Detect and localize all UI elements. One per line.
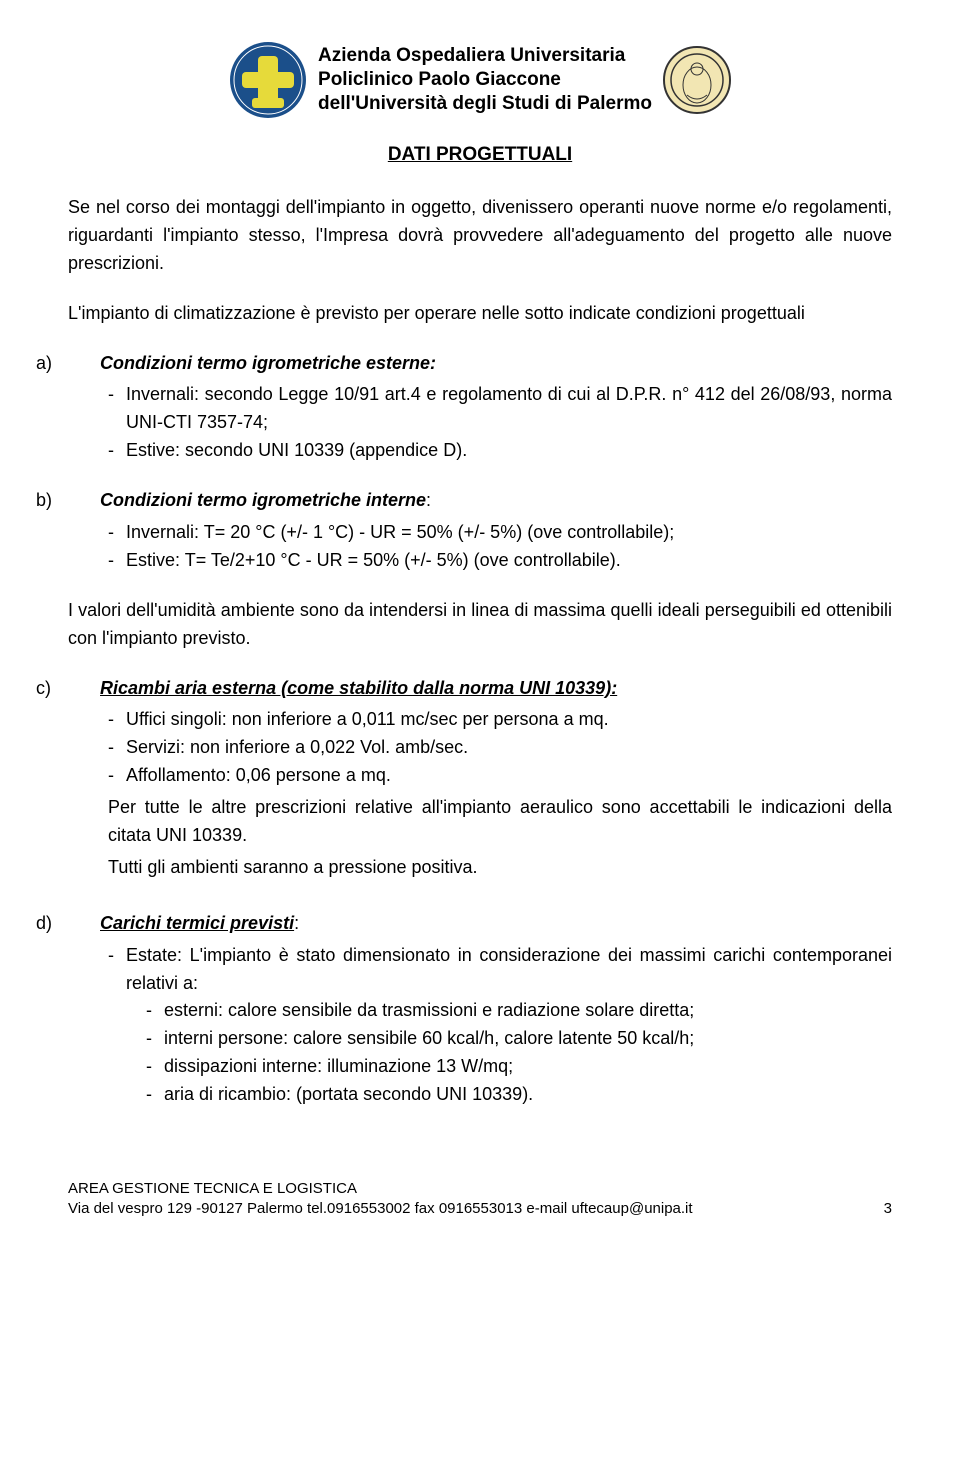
section-b: b)Condizioni termo igrometriche interne:… [68,487,892,575]
section-b-title: Condizioni termo igrometriche interne [100,490,426,510]
section-a-item: Invernali: secondo Legge 10/91 art.4 e r… [108,381,892,437]
section-c-after-1: Per tutte le altre prescrizioni relative… [108,794,892,850]
intro-paragraph-1: Se nel corso dei montaggi dell'impianto … [68,194,892,278]
footer-line-1: AREA GESTIONE TECNICA E LOGISTICA [68,1179,693,1199]
section-b-item: Invernali: T= 20 °C (+/- 1 °C) - UR = 50… [108,519,892,547]
header-line-2: Policlinico Paolo Giaccone [318,68,652,92]
section-d-nested-item: interni persone: calore sensibile 60 kca… [146,1025,892,1053]
section-a-title: Condizioni termo igrometriche esterne: [100,353,436,373]
hospital-logo-icon [228,40,308,120]
page-footer: AREA GESTIONE TECNICA E LOGISTICA Via de… [68,1179,892,1218]
section-d-nested-item: dissipazioni interne: illuminazione 13 W… [146,1053,892,1081]
footer-line-2: Via del vespro 129 -90127 Palermo tel.09… [68,1199,693,1219]
section-d-nested-list: esterni: calore sensibile da trasmission… [146,997,892,1109]
section-c-list: Uffici singoli: non inferiore a 0,011 mc… [108,706,892,790]
university-seal-icon [662,45,732,115]
section-a-heading: a)Condizioni termo igrometriche esterne: [100,350,892,378]
section-title: DATI PROGETTUALI [68,144,892,166]
section-d: d)Carichi termici previsti: Estate: L'im… [68,910,892,1109]
section-c-item: Uffici singoli: non inferiore a 0,011 mc… [108,706,892,734]
section-c: c)Ricambi aria esterna (come stabilito d… [68,675,892,882]
footer-left: AREA GESTIONE TECNICA E LOGISTICA Via de… [68,1179,693,1218]
header-line-3: dell'Università degli Studi di Palermo [318,92,652,116]
section-c-marker: c) [68,675,100,703]
section-c-item: Affollamento: 0,06 persone a mq. [108,762,892,790]
section-a-marker: a) [68,350,100,378]
section-b-item: Estive: T= Te/2+10 °C - UR = 50% (+/- 5%… [108,547,892,575]
section-b-heading: b)Condizioni termo igrometriche interne: [100,487,892,515]
page-header: Azienda Ospedaliera Universitaria Policl… [68,40,892,120]
mid-paragraph: I valori dell'umidità ambiente sono da i… [68,597,892,653]
section-d-nested-item: esterni: calore sensibile da trasmission… [146,997,892,1025]
section-a-list: Invernali: secondo Legge 10/91 art.4 e r… [108,381,892,465]
intro-paragraph-2: L'impianto di climatizzazione è previsto… [68,300,892,328]
section-c-title: Ricambi aria esterna (come stabilito dal… [100,678,617,698]
section-d-heading: d)Carichi termici previsti: [100,910,892,938]
section-a: a)Condizioni termo igrometriche esterne:… [68,350,892,466]
header-line-1: Azienda Ospedaliera Universitaria [318,44,652,68]
section-d-nested-item: aria di ricambio: (portata secondo UNI 1… [146,1081,892,1109]
header-institution-name: Azienda Ospedaliera Universitaria Policl… [318,44,652,115]
section-d-list: Estate: L'impianto è stato dimensionato … [108,942,892,998]
section-c-after-2: Tutti gli ambienti saranno a pressione p… [108,854,892,882]
footer-page-number: 3 [884,1199,892,1219]
section-b-list: Invernali: T= 20 °C (+/- 1 °C) - UR = 50… [108,519,892,575]
section-a-item: Estive: secondo UNI 10339 (appendice D). [108,437,892,465]
section-d-title: Carichi termici previsti [100,913,294,933]
section-d-estate: Estate: L'impianto è stato dimensionato … [108,942,892,998]
section-c-item: Servizi: non inferiore a 0,022 Vol. amb/… [108,734,892,762]
section-b-marker: b) [68,487,100,515]
section-d-marker: d) [68,910,100,938]
section-c-heading: c)Ricambi aria esterna (come stabilito d… [100,675,892,703]
